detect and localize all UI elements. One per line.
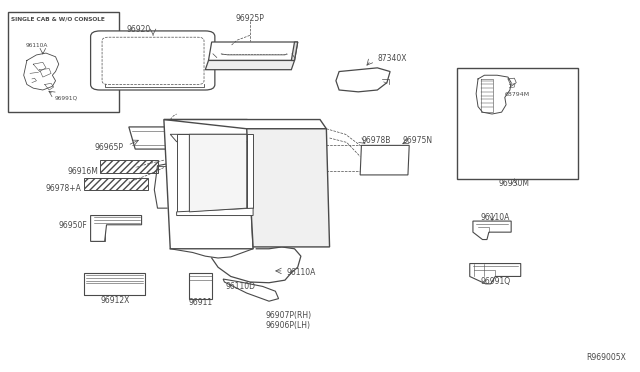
FancyBboxPatch shape — [91, 31, 215, 90]
Ellipse shape — [345, 72, 382, 89]
Bar — [457, 68, 578, 179]
Text: 96110A: 96110A — [286, 268, 316, 277]
Polygon shape — [291, 42, 298, 61]
Polygon shape — [336, 68, 390, 92]
Text: 96110A: 96110A — [481, 213, 510, 222]
Polygon shape — [473, 221, 511, 240]
Polygon shape — [246, 129, 330, 247]
Bar — [100, 160, 157, 173]
Text: 96110D: 96110D — [226, 282, 256, 291]
Text: SINGLE CAB & W/O CONSOLE: SINGLE CAB & W/O CONSOLE — [11, 17, 105, 22]
Bar — [8, 13, 119, 112]
Polygon shape — [164, 119, 326, 129]
Text: 96906P(LH): 96906P(LH) — [266, 321, 311, 330]
Polygon shape — [91, 215, 141, 241]
Bar — [84, 178, 148, 190]
Text: R969005X: R969005X — [586, 353, 626, 362]
Text: 96925P: 96925P — [236, 13, 264, 22]
Text: 96911: 96911 — [188, 298, 212, 307]
Polygon shape — [360, 145, 409, 175]
Ellipse shape — [492, 269, 499, 273]
Polygon shape — [470, 263, 521, 284]
Polygon shape — [84, 273, 145, 295]
Text: 68794M: 68794M — [505, 92, 530, 97]
Text: 96930M: 96930M — [499, 179, 530, 188]
Text: 96907P(RH): 96907P(RH) — [266, 311, 312, 320]
Polygon shape — [189, 134, 246, 212]
Polygon shape — [164, 119, 253, 249]
Text: 96975N: 96975N — [403, 137, 433, 145]
Text: 96978+A: 96978+A — [45, 185, 81, 193]
Bar — [84, 287, 145, 295]
Text: 96110A: 96110A — [26, 43, 48, 48]
Polygon shape — [209, 42, 298, 61]
Text: 96920: 96920 — [126, 25, 150, 34]
Polygon shape — [246, 134, 253, 208]
Text: 96916M: 96916M — [67, 167, 99, 176]
Polygon shape — [189, 273, 212, 299]
Ellipse shape — [143, 130, 204, 146]
Polygon shape — [170, 134, 253, 142]
Text: 96965P: 96965P — [95, 143, 124, 152]
Text: 96978B: 96978B — [362, 137, 391, 145]
Text: 96991Q: 96991Q — [480, 278, 510, 286]
Text: 96912X: 96912X — [100, 296, 129, 305]
Polygon shape — [223, 279, 278, 301]
Ellipse shape — [249, 231, 257, 237]
Text: 96950F: 96950F — [59, 221, 88, 230]
Text: 87340X: 87340X — [378, 54, 407, 63]
Bar — [91, 215, 104, 241]
Polygon shape — [177, 134, 189, 212]
Polygon shape — [129, 127, 218, 149]
Text: 96991Q: 96991Q — [54, 96, 77, 100]
Polygon shape — [205, 61, 294, 70]
Polygon shape — [177, 208, 253, 215]
